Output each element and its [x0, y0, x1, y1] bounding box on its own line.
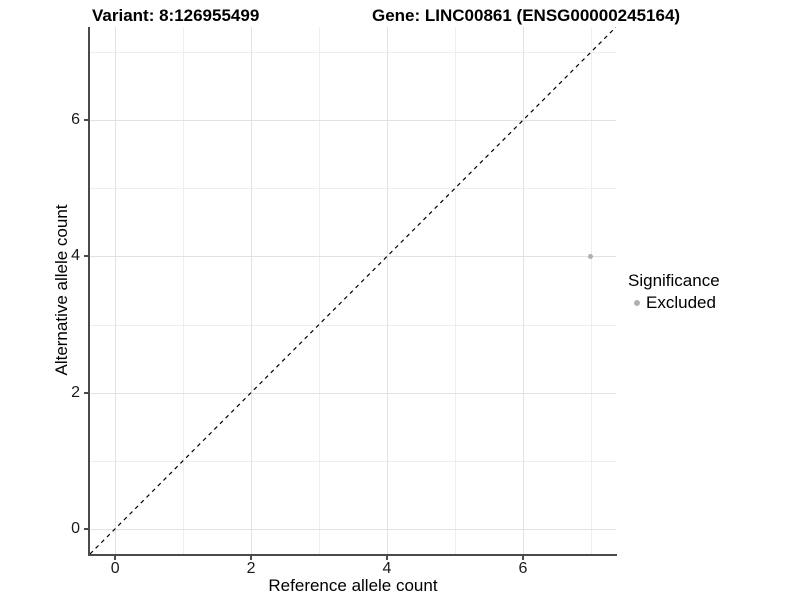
identity-dashed-line: [90, 27, 616, 554]
legend-item-label: Excluded: [646, 293, 716, 312]
y-axis-line: [88, 27, 90, 556]
major-gridline: [251, 27, 253, 554]
x-tick-label: 4: [382, 560, 392, 577]
y-tick-mark: [84, 527, 88, 530]
y-tick-label: 2: [71, 383, 80, 401]
y-tick-label: 0: [71, 519, 80, 537]
major-gridline: [90, 120, 616, 122]
major-gridline: [90, 528, 616, 530]
legend-key: [628, 294, 646, 312]
y-tick-mark: [84, 391, 88, 394]
x-tick-mark: [114, 556, 117, 560]
y-axis-title: Alternative allele count: [52, 204, 71, 376]
x-tick-label: 6: [518, 560, 528, 577]
excluded-marker-icon: [634, 300, 640, 306]
y-tick-mark: [84, 119, 88, 122]
gene-title: Gene: LINC00861 (ENSG00000245164): [372, 6, 681, 25]
major-gridline: [90, 392, 616, 394]
x-axis-title: Reference allele count: [268, 576, 438, 595]
variant-title: Variant: 8:126955499: [92, 6, 260, 25]
x-tick-mark: [250, 556, 253, 560]
y-tick-label: 4: [71, 247, 80, 265]
x-tick-label: 2: [246, 560, 256, 577]
major-gridline: [522, 27, 524, 554]
minor-gridline: [319, 27, 321, 554]
y-tick-mark: [84, 255, 88, 258]
minor-gridline: [90, 460, 616, 462]
y-tick-label: 6: [71, 111, 80, 129]
minor-gridline: [90, 188, 616, 190]
legend-item-excluded: Excluded: [628, 293, 720, 313]
x-tick-label: 0: [110, 560, 120, 577]
major-gridline: [386, 27, 388, 554]
minor-gridline: [454, 27, 456, 554]
x-axis-line: [88, 554, 617, 556]
minor-gridline: [90, 52, 616, 54]
plot-panel: [90, 27, 616, 554]
major-gridline: [90, 256, 616, 258]
major-gridline: [115, 27, 117, 554]
minor-gridline: [590, 27, 592, 554]
minor-gridline: [183, 27, 185, 554]
minor-gridline: [90, 324, 616, 326]
x-tick-mark: [521, 556, 524, 560]
legend-title: Significance: [628, 271, 720, 290]
x-tick-mark: [385, 556, 388, 560]
scatter-point: [588, 253, 594, 259]
legend: Significance Excluded: [628, 271, 720, 313]
